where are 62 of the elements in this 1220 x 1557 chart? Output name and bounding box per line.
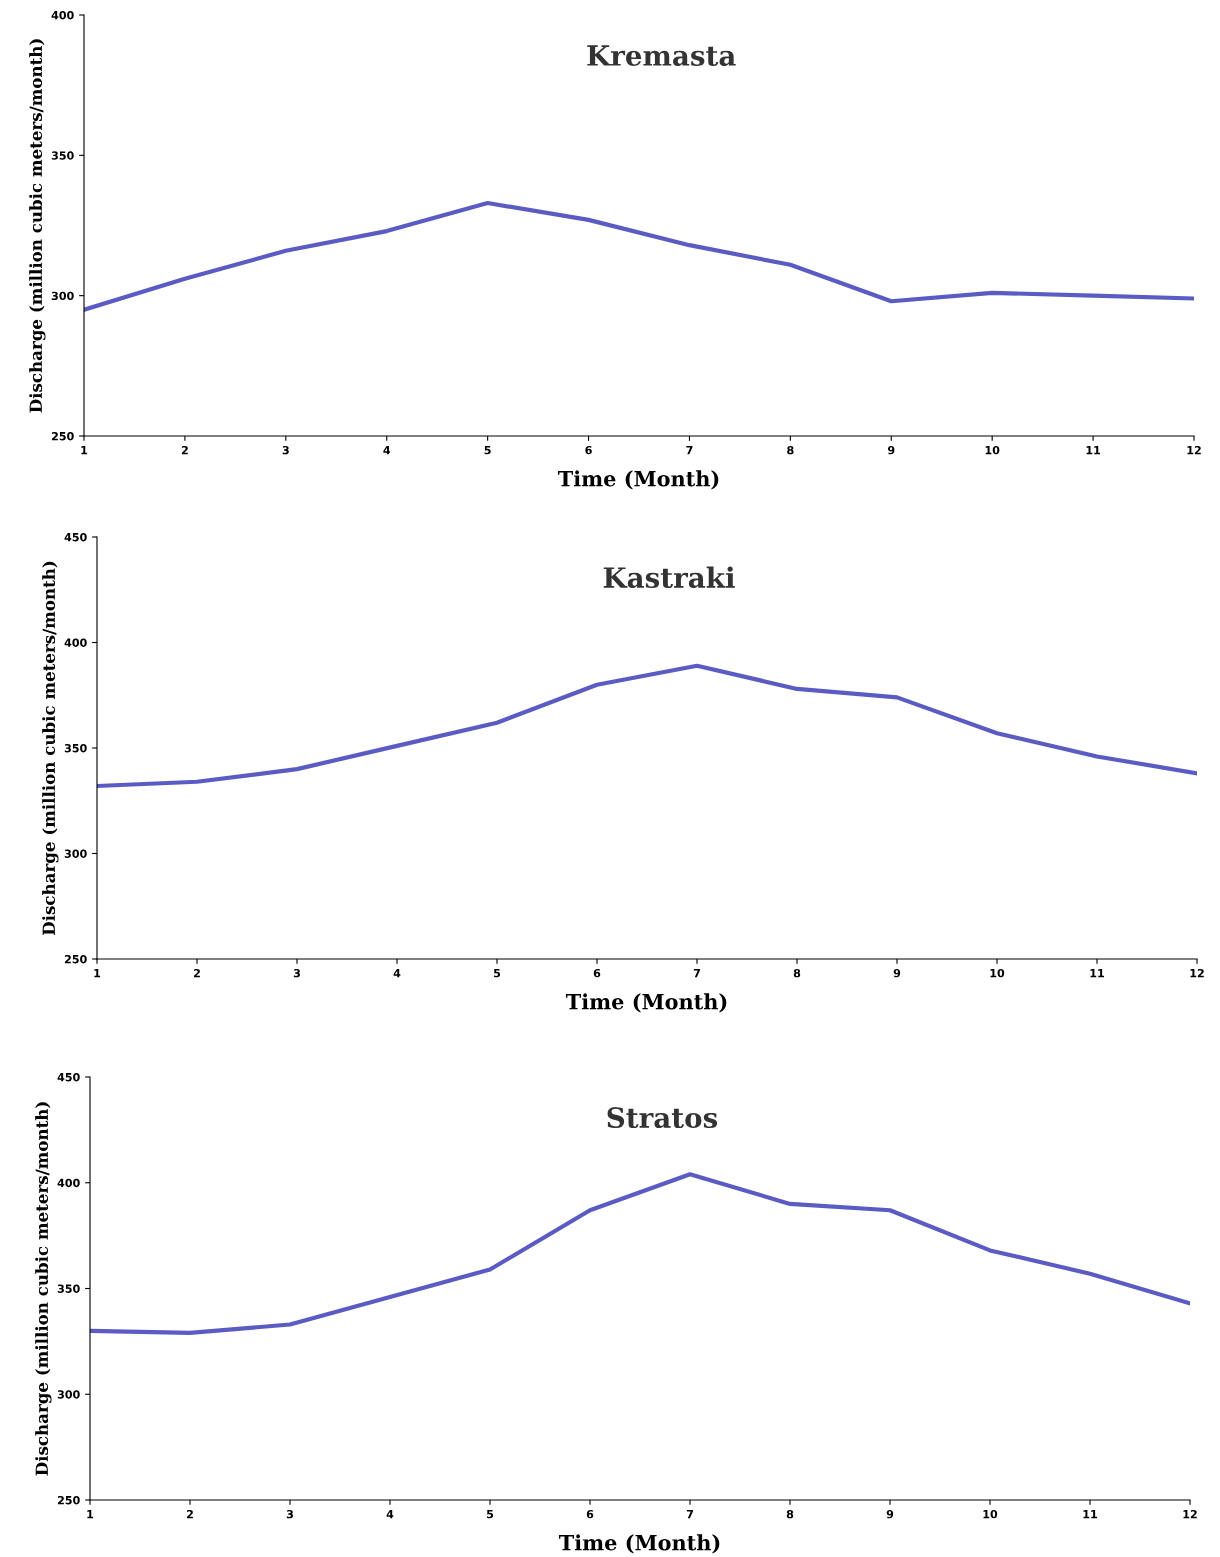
x-tick-label: 8	[787, 445, 794, 455]
y-tick-label: 350	[51, 151, 74, 160]
y-tick-label: 300	[51, 291, 74, 301]
x-tick-label: 6	[593, 968, 601, 978]
x-axis-title: Time (Month)	[565, 993, 727, 1013]
line-series	[84, 200, 1194, 312]
y-tick-label: 350	[57, 1284, 80, 1293]
y-tick-label: 250	[64, 954, 87, 964]
x-tick-label: 12	[1190, 968, 1204, 978]
y-tick-label: 400	[64, 638, 87, 647]
x-tick-label: 12	[1187, 445, 1201, 455]
line-series	[90, 1172, 1190, 1335]
x-tick-label: 2	[181, 445, 188, 455]
x-tick-label: 2	[194, 968, 200, 978]
text: Stratos	[607, 1107, 718, 1129]
y-tick-label: 250	[51, 431, 74, 441]
x-tick-label: 10	[983, 1509, 998, 1519]
x-tick-label: 11	[1086, 446, 1101, 455]
x-tick-label: 7	[686, 446, 693, 455]
x-tick-label: 7	[693, 969, 700, 978]
x-tick-label: 5	[486, 1510, 494, 1519]
text: Kremasta	[587, 45, 736, 66]
x-tick-label: 6	[586, 1509, 594, 1519]
x-axis-title: Time (Month)	[558, 1534, 720, 1554]
x-tick-label: 9	[893, 968, 901, 978]
line-series	[97, 663, 1197, 789]
y-axis-title: Discharge (million cubic meters/month)	[35, 1102, 52, 1476]
x-tick-label: 2	[187, 1509, 193, 1519]
x-tick-label: 9	[887, 445, 895, 455]
text: Kastraki	[603, 566, 735, 589]
x-tick-label: 1	[94, 969, 101, 978]
x-tick-label: 10	[985, 445, 1000, 455]
x-tick-label: 8	[793, 968, 801, 978]
x-tick-label: 3	[286, 1509, 293, 1519]
x-tick-label: 7	[686, 1510, 693, 1519]
x-tick-label: 5	[493, 969, 501, 978]
x-axis-title: Time (Month)	[557, 470, 719, 490]
x-tick-label: 11	[1090, 969, 1104, 978]
x-tick-label: 10	[990, 968, 1005, 978]
x-tick-label: 3	[293, 968, 300, 978]
x-tick-label: 4	[393, 969, 401, 978]
y-axis-title: Discharge (million cubic meters/month)	[42, 561, 59, 935]
y-axis-title: Discharge (million cubic meters/month)	[29, 39, 46, 413]
x-tick-label: 5	[484, 446, 491, 455]
x-tick-label: 1	[81, 446, 88, 455]
y-tick-label: 250	[57, 1495, 80, 1505]
y-tick-label: 400	[57, 1178, 80, 1188]
x-tick-label: 9	[886, 1509, 894, 1519]
y-tick-label: 300	[57, 1390, 80, 1399]
x-tick-label: 11	[1083, 1510, 1097, 1519]
x-tick-label: 6	[585, 445, 592, 455]
y-tick-label: 350	[64, 743, 87, 753]
y-tick-label: 300	[64, 849, 87, 858]
y-tick-label: 450	[57, 1072, 80, 1082]
x-tick-label: 4	[386, 1510, 394, 1519]
y-tick-label: 450	[64, 532, 87, 542]
x-tick-label: 8	[786, 1509, 794, 1519]
x-tick-label: 4	[383, 446, 391, 455]
x-tick-label: 1	[87, 1510, 94, 1519]
y-tick-label: 400	[51, 10, 74, 20]
x-tick-label: 3	[282, 445, 289, 455]
x-tick-label: 12	[1183, 1509, 1197, 1519]
